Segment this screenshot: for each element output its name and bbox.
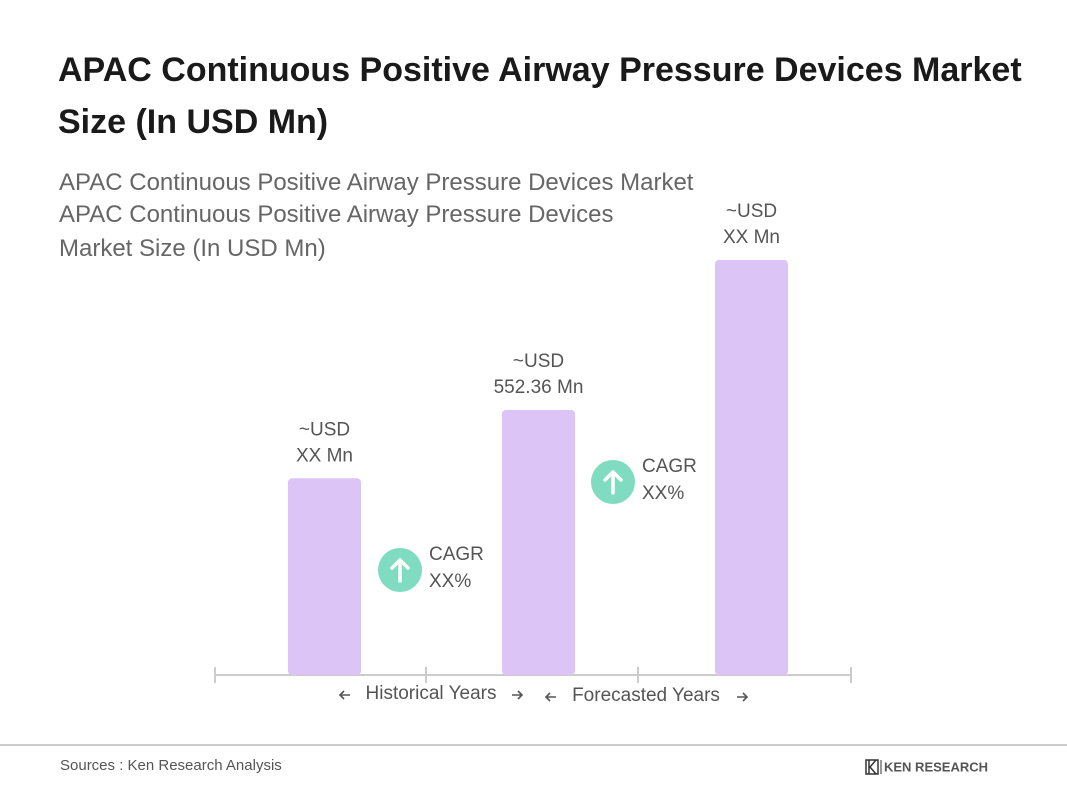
value-label: ~USD xyxy=(299,419,350,440)
value-label: 552.36 Mn xyxy=(494,377,584,398)
subtitle: APAC Continuous Positive Airway Pressure… xyxy=(59,201,614,262)
chart-title: APAC Continuous Positive Airway Pressure… xyxy=(58,51,1022,141)
brand: KEN RESEARCH xyxy=(884,759,988,774)
value-label: ~USD xyxy=(513,351,564,372)
cagr-label: XX% xyxy=(642,483,684,504)
cagr-label: XX% xyxy=(429,571,471,592)
value-label: XX Mn xyxy=(723,227,780,248)
source: Sources : Ken Research Analysis xyxy=(60,757,282,774)
bar xyxy=(502,409,575,675)
arrows xyxy=(338,690,749,702)
brand-logo xyxy=(865,759,882,775)
x-group-label: Historical Years xyxy=(366,683,497,704)
cagr-label: CAGR xyxy=(642,456,697,477)
bar xyxy=(288,478,361,675)
x-group-label: Forecasted Years xyxy=(572,685,720,706)
cagr-arrow xyxy=(603,470,623,495)
cagr-label: CAGR xyxy=(429,544,484,565)
value-label: ~USD xyxy=(726,201,777,222)
subtitle: APAC Continuous Positive Airway Pressure… xyxy=(59,169,694,196)
bar xyxy=(715,260,788,675)
cagr-arrow xyxy=(390,558,410,583)
value-label: XX Mn xyxy=(296,445,353,466)
